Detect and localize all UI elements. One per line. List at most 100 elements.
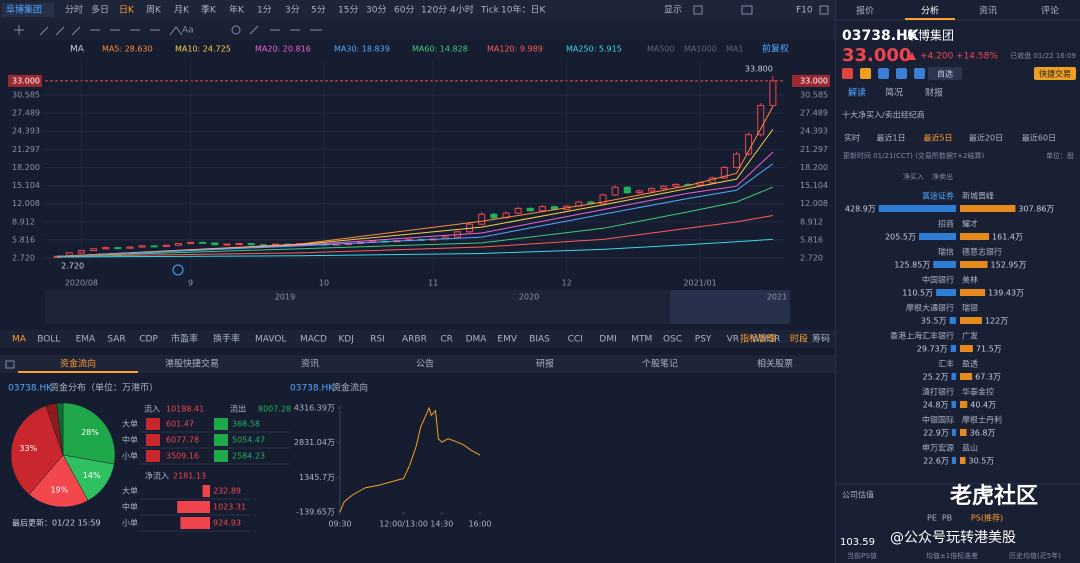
period-tab[interactable]: 分时	[65, 4, 83, 16]
indicator-tab[interactable]: PSY	[695, 335, 712, 345]
indicator-tab[interactable]: SAR	[107, 335, 125, 345]
candle-body	[90, 248, 98, 252]
sub-tab[interactable]: 解读	[848, 87, 866, 99]
legend-entry: MA250: 5.915	[566, 45, 622, 54]
period-tab[interactable]: 1分	[257, 5, 272, 16]
bottom-tab[interactable]: 相关股票	[757, 358, 793, 370]
indicator-tab[interactable]: MTM	[631, 335, 652, 345]
indicator-tab[interactable]: EMV	[497, 335, 517, 345]
text-tool[interactable]: Aa	[182, 26, 194, 36]
indicator-tab[interactable]: CR	[440, 335, 453, 345]
indicator-tab[interactable]: KDJ	[338, 335, 354, 345]
y-tick-label: 2.720	[800, 254, 823, 263]
range-tab[interactable]: 最近1日	[876, 133, 905, 143]
buy-value: 22.9万	[923, 429, 949, 438]
icon-magnet[interactable]	[231, 25, 241, 35]
indicator-tab[interactable]: MA	[12, 335, 27, 345]
period-tab[interactable]: 10年：日K	[501, 4, 546, 16]
range-tab[interactable]: 最近20日	[969, 133, 1003, 143]
period-tab[interactable]: 30分	[366, 5, 386, 16]
stock-tab-bg[interactable]	[2, 3, 54, 17]
sell-bar	[960, 373, 973, 380]
indicator-tab[interactable]: CCI	[568, 335, 583, 345]
session-button[interactable]: 时段	[790, 333, 808, 345]
period-tab[interactable]: 15分	[338, 5, 358, 16]
range-tab[interactable]: 最近60日	[1022, 133, 1056, 143]
candle-body	[150, 245, 158, 248]
period-tab[interactable]: 月K	[174, 5, 190, 16]
indicator-tab[interactable]: OSC	[663, 335, 682, 345]
period-tab[interactable]: Tick	[480, 6, 500, 16]
range-tab[interactable]: 最近5日	[923, 133, 952, 143]
indicator-tab[interactable]: EMA	[76, 335, 96, 345]
icon-window[interactable]	[819, 5, 829, 15]
adjust-mode[interactable]: 前复权	[762, 43, 789, 55]
bottom-tab[interactable]: 资金流向	[60, 358, 96, 370]
period-tab[interactable]: 日K	[119, 5, 135, 16]
indicator-tab[interactable]: CDP	[139, 335, 158, 345]
period-tab[interactable]: 周K	[146, 5, 162, 16]
indicator-tab[interactable]: VR	[727, 335, 739, 345]
metric-tab[interactable]: PE	[927, 514, 937, 523]
icon-collapse[interactable]	[5, 360, 15, 369]
indicator-tab[interactable]: MAVOL	[255, 335, 286, 345]
candle-body	[660, 185, 668, 190]
bottom-tab[interactable]: 资讯	[301, 359, 319, 370]
icon-crosshair[interactable]	[14, 25, 24, 35]
chips-button[interactable]: 筹码	[812, 333, 830, 345]
sub-tab[interactable]: 财报	[925, 87, 943, 99]
panel-tab[interactable]: 资讯	[979, 6, 997, 17]
range-tab[interactable]: 实时	[844, 133, 860, 143]
trade-button[interactable]	[1034, 67, 1076, 80]
indicator-tab[interactable]: MACD	[300, 335, 327, 345]
period-tab[interactable]: 60分	[394, 5, 414, 16]
icon-settings[interactable]	[693, 5, 703, 15]
candle-body	[247, 243, 255, 246]
buy-broker: 招商	[938, 219, 954, 229]
watchlist-button[interactable]	[928, 67, 962, 80]
sub-tab[interactable]: 简况	[885, 87, 903, 99]
period-tab[interactable]: 120分	[421, 5, 447, 16]
panel-tab[interactable]: 分析	[921, 5, 939, 17]
event-marker[interactable]	[172, 264, 184, 276]
bottom-tab[interactable]: 个股笔记	[642, 358, 678, 370]
period-tab[interactable]: 季K	[201, 4, 217, 16]
line-title: 资金流向	[332, 382, 368, 394]
indicator-tab[interactable]: BOLL	[37, 335, 60, 345]
f10-button[interactable]: F10	[796, 6, 813, 16]
indicator-tab[interactable]: RSI	[370, 335, 385, 345]
navigator-label: 2020	[519, 293, 539, 302]
sell-value: 122万	[985, 317, 1008, 326]
bottom-tab[interactable]: 公告	[416, 358, 434, 370]
period-tab[interactable]: 3分	[285, 5, 300, 16]
bottom-tab[interactable]: 研报	[536, 358, 554, 370]
period-tab[interactable]: 年K	[229, 4, 245, 16]
indicator-tab[interactable]: 换手率	[213, 333, 240, 345]
stock-tab[interactable]: 阜博集团	[6, 4, 42, 16]
indicator-tab[interactable]: BIAS	[529, 335, 550, 345]
navigator-window[interactable]	[670, 290, 790, 324]
y-tick-label: 24.393	[800, 127, 828, 136]
y-tick-label: 27.489	[800, 109, 828, 118]
panel-tab[interactable]: 报价	[856, 5, 874, 17]
watermark-account: @公众号玩转港美股	[890, 530, 1016, 546]
indicator-manage[interactable]: 指标管理	[740, 333, 776, 345]
period-tab[interactable]: 4小时	[450, 4, 474, 16]
icon-tools[interactable]	[39, 26, 183, 36]
indicator-tab[interactable]: 市盈率	[171, 333, 198, 345]
bottom-tab[interactable]: 港股快捷交易	[165, 358, 219, 370]
indicator-tab[interactable]: ARBR	[402, 335, 427, 345]
icon-tools[interactable]	[249, 25, 322, 35]
y-tick-label: 12.008	[12, 199, 40, 208]
indicator-tab[interactable]: WMSR	[752, 335, 781, 345]
indicator-tab[interactable]: DMI	[599, 335, 616, 345]
icon-camera[interactable]	[741, 5, 753, 15]
period-tab[interactable]: 5分	[311, 5, 326, 16]
metric-tab[interactable]: PB	[942, 514, 952, 523]
period-tab[interactable]: 多日	[91, 4, 109, 16]
display-button[interactable]: 显示	[664, 5, 682, 16]
indicator-tab[interactable]: DMA	[466, 335, 488, 345]
sell-value: 30.5万	[968, 457, 994, 466]
panel-tab[interactable]: 评论	[1041, 5, 1059, 17]
metric-tab[interactable]: PS(推荐)	[971, 513, 1003, 523]
